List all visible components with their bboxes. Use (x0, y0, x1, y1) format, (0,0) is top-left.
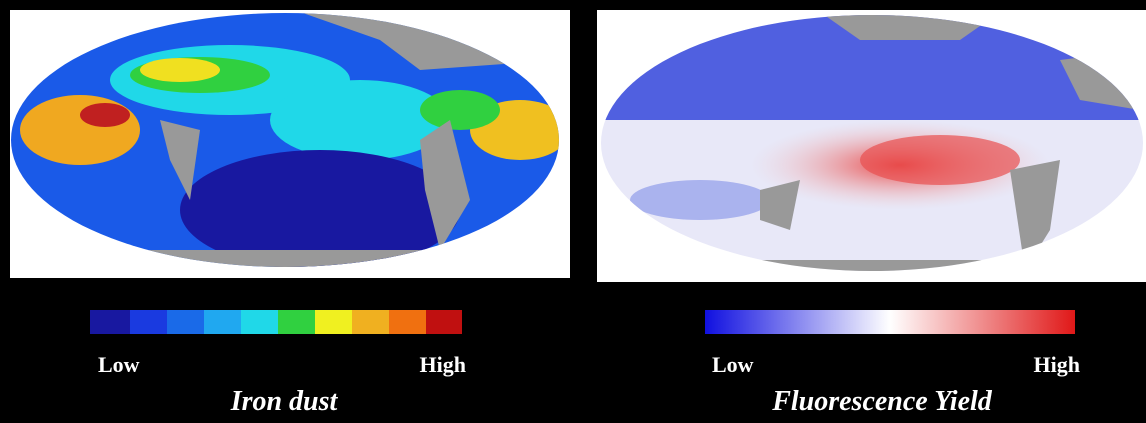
figure: Low High Iron dust Low High Fluorescence… (0, 0, 1146, 423)
colorbar (705, 310, 1075, 334)
colorbar-segment (426, 310, 462, 334)
high-label: High (420, 352, 466, 377)
colorbar-segment (315, 310, 352, 334)
high-label: High (1034, 352, 1080, 377)
low-label: Low (98, 352, 140, 377)
panel-title: Fluorescence Yield (771, 386, 993, 417)
colorbar-segment (389, 310, 426, 334)
low-label: Low (712, 352, 754, 377)
colorbar-segment (167, 310, 204, 334)
panel-title: Iron dust (230, 386, 339, 417)
colorbar-segment (278, 310, 315, 334)
colorbar-segment (130, 310, 167, 334)
colorbar-segment (204, 310, 241, 334)
colorbar-segment (352, 310, 389, 334)
colorbar-segment (241, 310, 278, 334)
